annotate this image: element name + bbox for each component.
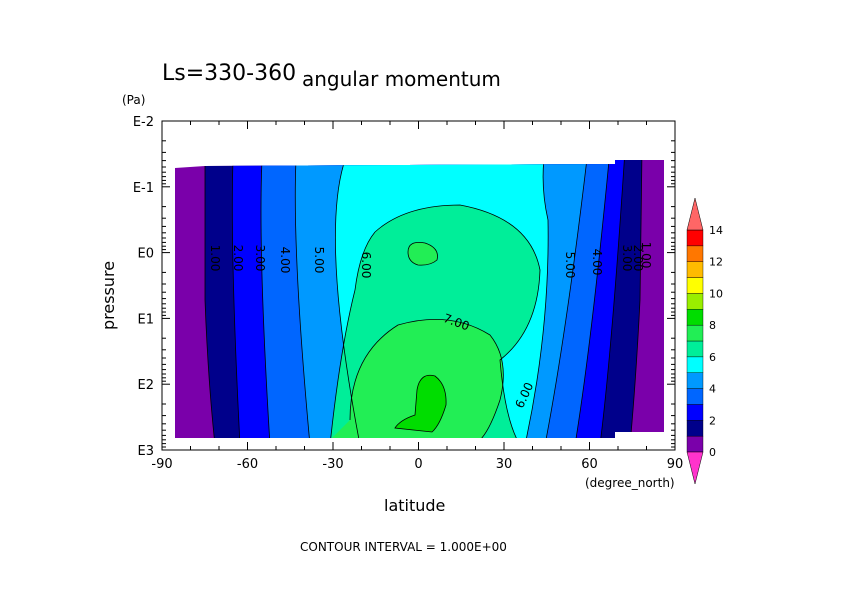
x-unit-label: (degree_north) — [585, 476, 675, 490]
colorbar-band — [686, 388, 704, 405]
contour-field — [175, 160, 664, 438]
y-unit-label: (Pa) — [122, 93, 145, 107]
colorbar-band — [686, 261, 704, 278]
colorbar: 0 2 4 6 8 10 12 14 — [686, 197, 723, 485]
colorbar-band — [686, 356, 704, 373]
y-tick-label: E2 — [138, 378, 155, 393]
y-tick-label: E0 — [138, 247, 155, 262]
contour-label: 1.00 — [208, 245, 222, 272]
colorbar-tick-label: 2 — [709, 414, 716, 427]
y-axis-label: pressure — [99, 261, 118, 330]
contour-labels: 1.00 2.00 3.00 4.00 5.00 6.007.006.005.00 4.00… — [208, 242, 653, 411]
contour-label: 5.00 — [312, 247, 326, 274]
x-tick-label: -90 — [151, 457, 172, 472]
contour-label: 6.00 — [359, 252, 373, 279]
colorbar-tick-label: 10 — [709, 287, 723, 300]
colorbar-band — [686, 277, 704, 294]
colorbar-tick-label: 8 — [709, 319, 716, 332]
x-tick-label: 0 — [414, 457, 422, 472]
band-8-peak — [395, 375, 447, 432]
colorbar-tick-label: 14 — [709, 224, 723, 237]
y-tick-label: E1 — [138, 312, 155, 327]
contour-label: 1.00 — [639, 242, 653, 269]
x-tick-label: -60 — [237, 457, 258, 472]
colorbar-tick-label: 0 — [709, 446, 716, 459]
y-tick-label: E3 — [138, 444, 155, 459]
x-tick-label: 60 — [581, 457, 598, 472]
colorbar-band — [686, 229, 704, 247]
y-axis: E-2 E-1 E0 E1 E2 E3 — [133, 115, 675, 459]
colorbar-band — [686, 435, 704, 453]
chart-title-period: Ls=330-360 — [162, 61, 296, 86]
contour-label: 2.00 — [231, 245, 245, 272]
colorbar-band — [686, 309, 704, 326]
contour-label: 2.00 — [631, 245, 645, 272]
x-tick-label: 30 — [496, 457, 513, 472]
colorbar-band — [686, 293, 704, 310]
footer-note: CONTOUR INTERVAL = 1.000E+00 — [300, 540, 507, 554]
colorbar-under-arrow — [686, 451, 704, 485]
band-8-upper — [408, 242, 438, 266]
colorbar-tick-label: 4 — [709, 383, 716, 396]
colorbar-over-arrow — [686, 197, 704, 231]
contour-label: 4.00 — [590, 249, 604, 276]
x-tick-label: -30 — [322, 457, 343, 472]
colorbar-tick-label: 12 — [709, 256, 723, 269]
colorbar-band — [686, 420, 704, 437]
colorbar-band — [686, 324, 704, 342]
contour-lines — [204, 160, 643, 438]
x-axis-label: latitude — [384, 496, 445, 515]
contour-label: 4.00 — [278, 247, 292, 274]
colorbar-tick-label: 6 — [709, 351, 716, 364]
colorbar-band — [686, 404, 704, 421]
colorbar-band — [686, 245, 704, 262]
x-tick-label: 90 — [667, 457, 684, 472]
chart-title: angular momentum — [302, 67, 501, 91]
colorbar-band — [686, 372, 704, 389]
y-tick-label: E-2 — [133, 115, 154, 130]
x-axis: -90 -60 -30 0 30 60 90 — [151, 121, 683, 472]
y-tick-label: E-1 — [133, 181, 154, 196]
band-7-8 — [330, 319, 504, 438]
contour-label: 3.00 — [620, 245, 634, 272]
contour-label: 3.00 — [253, 245, 267, 272]
contour-label: 5.00 — [563, 252, 577, 279]
colorbar-band — [686, 340, 704, 358]
